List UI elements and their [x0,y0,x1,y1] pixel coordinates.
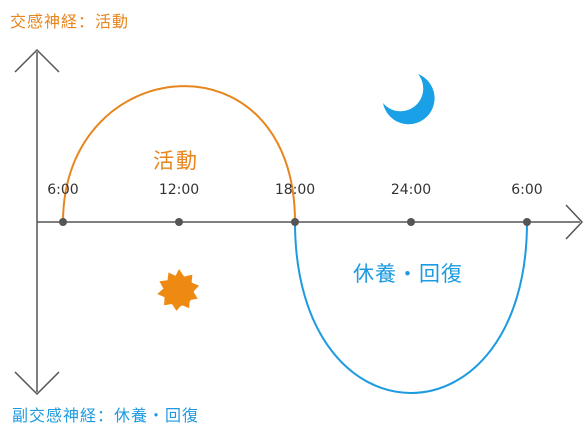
rest-label: 休養・回復 [353,262,463,286]
parasympathetic-label: 副交感神経：休養・回復 [12,406,200,425]
time-axis-arrow [565,204,584,240]
tick-label-midnight: 24:00 [390,182,432,198]
moon-icon [383,74,435,125]
tick-dot [175,218,183,226]
tick-dot [291,218,299,226]
tick-label-6am-start: 6:00 [47,182,79,198]
tick-label-noon: 12:00 [158,182,200,198]
tick-dot [407,218,415,226]
parasympathetic-curve [294,221,528,394]
active-label: 活動 [153,149,199,173]
tick-label-6am-end: 6:00 [511,182,543,198]
sun-icon [157,269,199,311]
sympathetic-curve [62,85,296,223]
tick-dot [59,218,67,226]
sympathetic-label: 交感神経：活動 [10,12,130,31]
tick-label-6pm: 18:00 [274,182,316,198]
vertical-axis-top-arrow [14,48,60,73]
tick-dot [523,218,531,226]
vertical-axis-bottom-arrow [14,371,60,396]
